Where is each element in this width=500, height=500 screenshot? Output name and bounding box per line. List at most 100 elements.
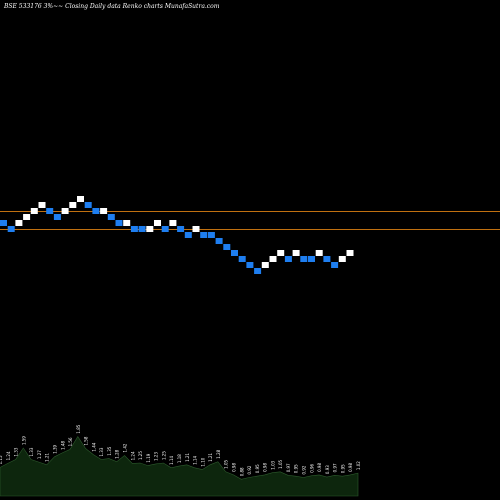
renko-brick-up	[146, 226, 154, 232]
volume-label: 0.98	[348, 463, 353, 472]
renko-brick-down	[92, 208, 100, 214]
renko-brick-down	[246, 262, 254, 268]
volume-label: 1.14	[193, 455, 198, 464]
volume-label: 1.58	[84, 436, 89, 445]
renko-brick-down	[84, 202, 92, 208]
renko-brick-down	[200, 232, 208, 238]
renko-brick-up	[30, 208, 38, 214]
renko-brick-up	[269, 256, 277, 262]
volume-area-path	[0, 436, 359, 497]
volume-label: 1.42	[123, 443, 128, 452]
volume-label: 0.95	[340, 464, 345, 473]
renko-brick-up	[346, 250, 354, 256]
volume-label: 1.21	[45, 452, 50, 461]
renko-brick-up	[277, 250, 285, 256]
volume-label: 0.98	[317, 463, 322, 472]
renko-brick-up	[261, 262, 269, 268]
volume-label: 1.05	[224, 459, 229, 468]
renko-brick-down	[238, 256, 246, 262]
renko-brick-up	[169, 220, 177, 226]
renko-brick-down	[115, 220, 123, 226]
reference-lines	[0, 211, 500, 230]
renko-brick-down	[161, 226, 169, 232]
volume-label: 1.39	[53, 444, 58, 453]
volume-label: 0.96	[309, 463, 314, 472]
renko-brick-up	[192, 226, 200, 232]
volume-label: 1.44	[91, 442, 96, 451]
renko-brick-up	[23, 214, 31, 220]
volume-label: 1.03	[270, 460, 275, 469]
renko-brick-down	[138, 226, 146, 232]
renko-brick-up	[38, 202, 46, 208]
chart-title: BSE 533176 3%~~ Closing Daily data Renko…	[3, 3, 220, 10]
volume-label: 1.23	[154, 452, 159, 461]
volume-label: 0.95	[255, 464, 260, 473]
renko-brick-up	[61, 208, 69, 214]
renko-brick-down	[177, 226, 185, 232]
volume-label: 1.15	[0, 455, 3, 464]
volume-label: 1.33	[99, 447, 104, 456]
renko-brick-up	[315, 250, 323, 256]
renko-brick-down	[0, 220, 7, 226]
renko-brick-down	[7, 226, 15, 232]
volume-label: 1.25	[138, 451, 143, 460]
renko-brick-up	[100, 208, 108, 214]
renko-brick-down	[215, 238, 223, 244]
volume-label: 1.27	[37, 450, 42, 459]
volume-label: 0.97	[333, 463, 338, 472]
volume-label: 0.88	[239, 467, 244, 476]
renko-brick-down	[107, 214, 115, 220]
renko-brick-down	[130, 226, 138, 232]
volume-label: 1.14	[169, 455, 174, 464]
volume-label: 1.28	[115, 449, 120, 458]
volume-label: 1.85	[76, 424, 81, 433]
renko-brick-up	[69, 202, 77, 208]
volume-label: 1.48	[60, 441, 65, 450]
renko-brick-down	[331, 262, 339, 268]
renko-brick-down	[254, 268, 262, 274]
renko-brick-down	[300, 256, 308, 262]
volume-labels: 1.15 1.24 1.331.591.33 1.27 1.211.39 1.48 1.56…	[0, 424, 361, 476]
volume-label: 1.35	[107, 446, 112, 455]
renko-brick-up	[15, 220, 23, 226]
volume-label: 1.56	[68, 437, 73, 446]
renko-brick-down	[184, 232, 192, 238]
renko-bricks	[0, 196, 354, 274]
renko-brick-down	[284, 256, 292, 262]
volume-label: 1.24	[130, 451, 135, 460]
volume-label: 1.21	[185, 452, 190, 461]
renko-brick-down	[308, 256, 315, 262]
volume-area	[0, 436, 359, 497]
volume-label: 0.98	[232, 463, 237, 472]
volume-label: 0.92	[302, 465, 307, 474]
volume-label: 0.93	[325, 465, 330, 474]
volume-label: 0.98	[263, 463, 268, 472]
renko-brick-down	[223, 244, 231, 250]
renko-brick-down	[46, 208, 54, 214]
volume-label: 1.19	[146, 453, 151, 462]
renko-brick-up	[77, 196, 84, 202]
renko-brick-up	[292, 250, 300, 256]
volume-label: 1.05	[278, 459, 283, 468]
renko-brick-up	[123, 220, 131, 226]
volume-label: 0.92	[247, 465, 252, 474]
volume-label: 1.10	[200, 457, 205, 466]
renko-brick-up	[338, 256, 346, 262]
volume-label: 1.24	[6, 451, 11, 460]
renko-brick-down	[53, 214, 61, 220]
renko-brick-up	[154, 220, 161, 226]
volume-label: 1.02	[356, 461, 361, 470]
volume-label: 1.25	[161, 451, 166, 460]
volume-label: 1.28	[216, 449, 221, 458]
renko-brick-down	[207, 232, 215, 238]
volume-label: 1.33	[29, 447, 34, 456]
volume-label: 1.21	[208, 452, 213, 461]
renko-brick-down	[231, 250, 238, 256]
volume-label: 0.95	[294, 464, 299, 473]
volume-label: 0.97	[286, 463, 291, 472]
renko-brick-down	[323, 256, 331, 262]
volume-label: 1.59	[21, 436, 26, 445]
volume-label: 1.33	[14, 447, 19, 456]
